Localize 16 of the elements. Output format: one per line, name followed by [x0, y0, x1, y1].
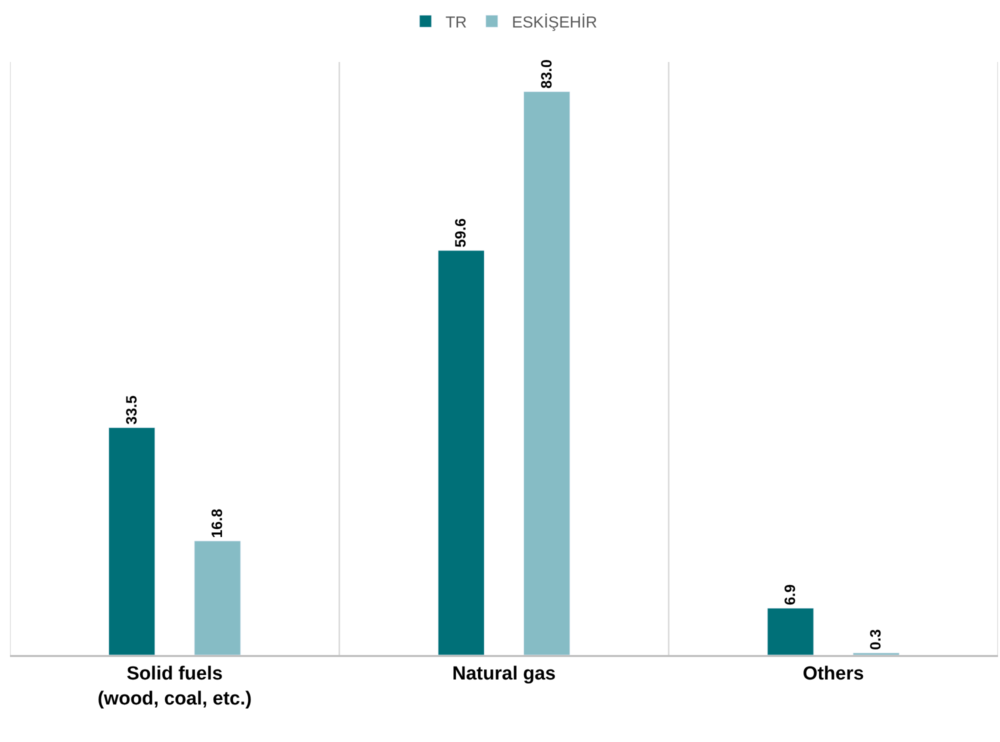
data-label: 83.0 [538, 59, 556, 89]
legend-label: TR [446, 14, 467, 32]
x-tick-label: Natural gas [452, 664, 556, 685]
data-label: 59.6 [452, 218, 470, 248]
bar [767, 608, 814, 655]
bar [438, 250, 484, 655]
legend-label: ESKİŞEHİR [512, 13, 598, 32]
x-tick-label: Solid fuels (wood, coal, etc.) [98, 664, 252, 710]
data-label: 33.5 [123, 395, 140, 425]
bar [524, 91, 570, 655]
data-label: 6.9 [782, 584, 800, 606]
data-label: 0.3 [868, 629, 885, 650]
x-tick-label: Others [802, 664, 864, 685]
bar [194, 540, 241, 655]
data-label: 16.8 [208, 508, 226, 538]
bar [108, 427, 156, 655]
